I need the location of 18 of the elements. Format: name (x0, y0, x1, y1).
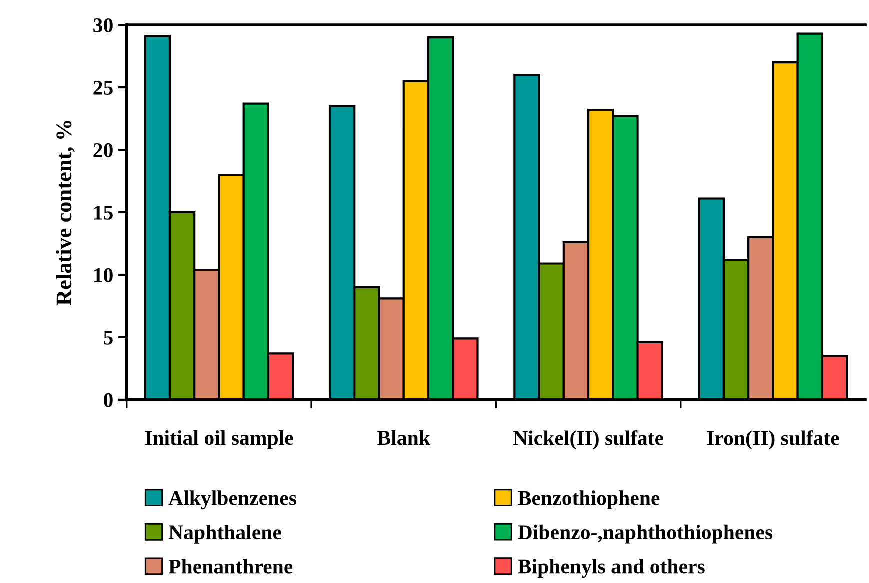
legend-label: Biphenyls and others (518, 559, 705, 578)
legend-label: Phenanthrene (168, 559, 293, 574)
y-axis-title: Relative content, % (56, 121, 75, 306)
y-tick-label: 25 (94, 80, 113, 95)
y-tick-label: 0 (104, 393, 113, 408)
x-tick-label: Blank (378, 430, 430, 446)
y-tick-label: 5 (104, 331, 113, 345)
x-tick-label: Initial oil sample (145, 430, 294, 450)
y-tick-label: 30 (94, 18, 113, 32)
legend-label: Alkylbenzenes (168, 490, 297, 510)
x-tick-label: Nickel(II) sulfate (513, 430, 664, 450)
y-tick-label: 10 (94, 268, 113, 282)
x-tick-label: Iron(II) sulfate (707, 430, 840, 450)
legend-label: Naphthalene (168, 524, 282, 544)
legend-label: Dibenzo-,naphthothiophenes (518, 524, 773, 544)
y-tick-label: 20 (94, 143, 113, 158)
legend-label: Benzothiophene (518, 490, 660, 510)
y-tick-label: 15 (94, 206, 113, 220)
